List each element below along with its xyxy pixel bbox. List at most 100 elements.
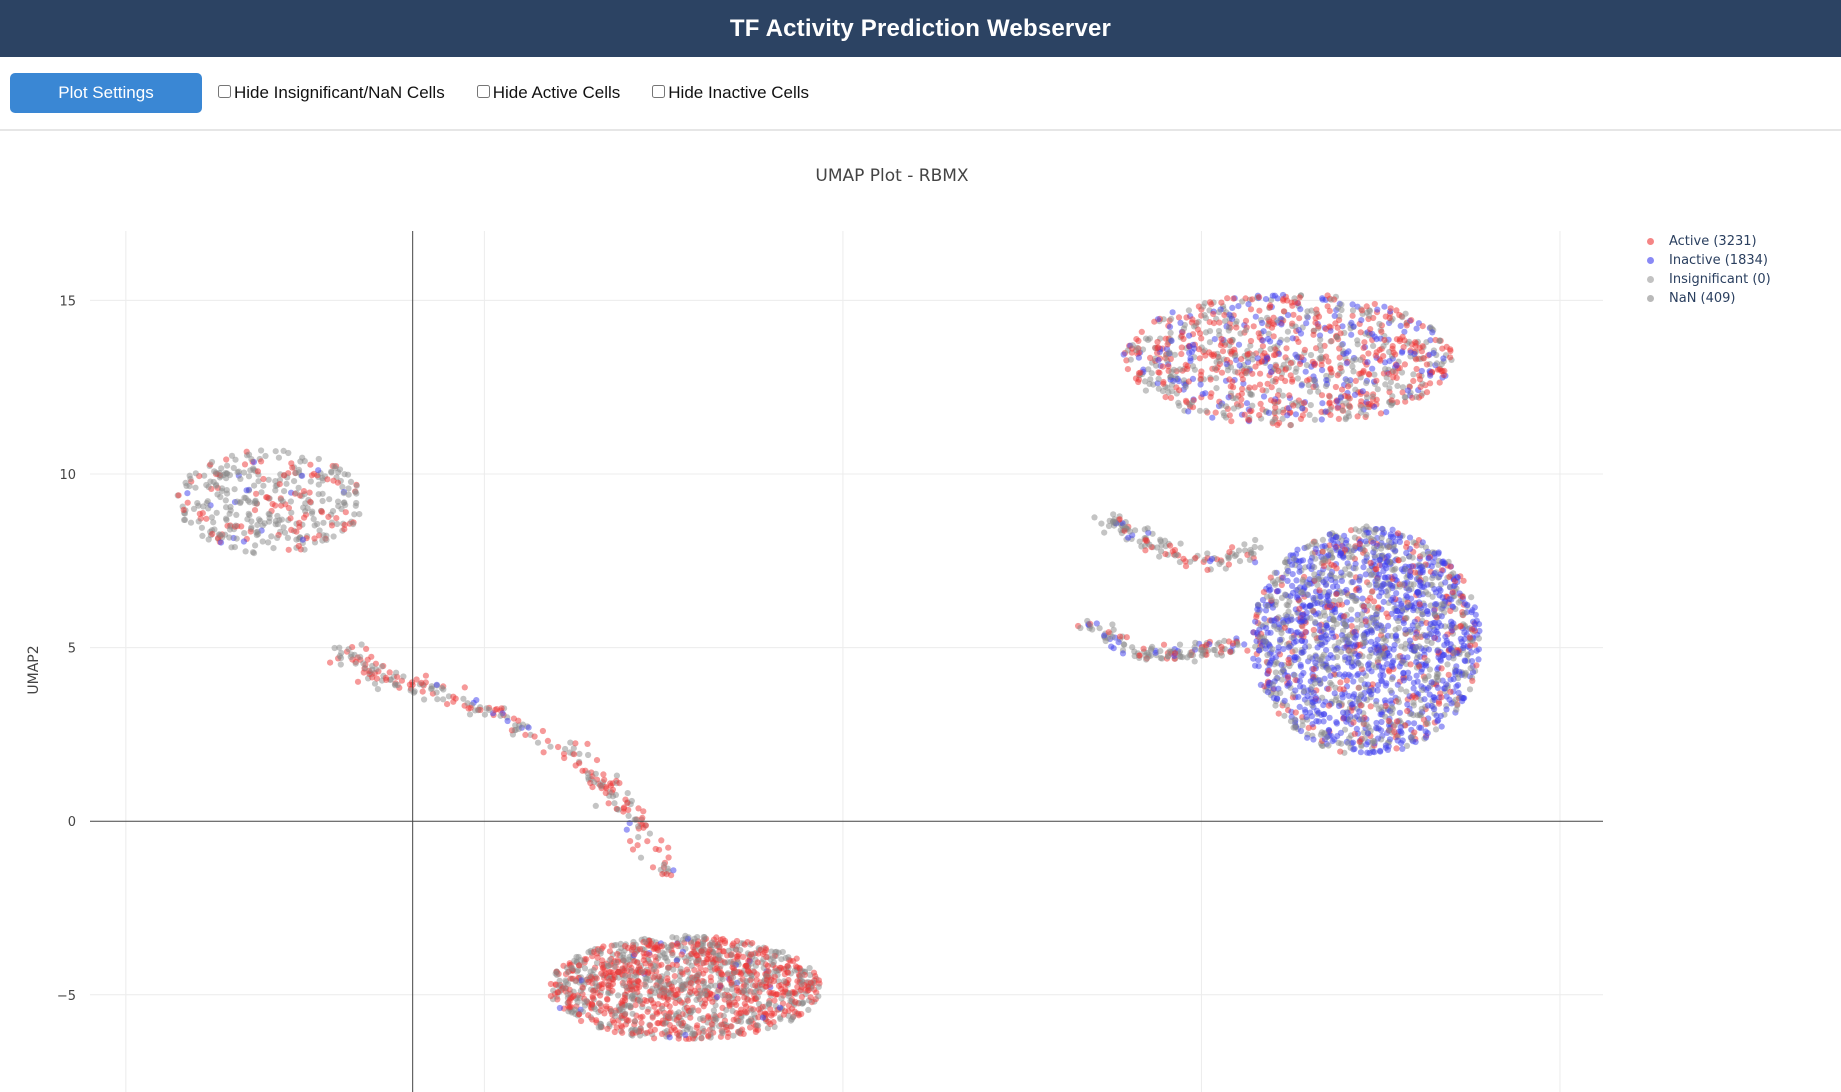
point-inactive [1464,601,1471,609]
point-active [383,676,390,684]
point-active [694,941,701,948]
point-active [1311,361,1318,369]
point-active [638,1019,645,1026]
point-nan [1338,342,1345,349]
point-inactive [1229,304,1236,311]
point-active [729,942,736,949]
plot-settings-button[interactable]: Plot Settings [10,73,202,113]
point-active [1224,295,1231,302]
point-inactive [1328,576,1335,583]
point-active [318,509,326,516]
hide-inactive-checkbox[interactable] [652,85,666,98]
point-nan [353,482,360,489]
point-active [1416,344,1423,351]
point-active [650,974,657,981]
point-nan [1388,402,1395,409]
point-active [730,1016,737,1023]
point-active [1400,344,1407,351]
point-nan [338,505,345,513]
point-active [1310,331,1317,338]
point-active [733,953,741,960]
point-active [1335,415,1342,422]
point-active [1393,336,1400,343]
point-nan [622,1010,629,1017]
point-nan [699,1025,706,1032]
point-active [576,1011,583,1018]
point-nan [320,532,327,539]
point-nan [1357,403,1365,411]
point-nan [585,751,592,759]
point-nan [1467,665,1474,672]
point-active [571,751,578,758]
hide-insignificant-toggle[interactable]: Hide Insignificant/NaN Cells [218,83,445,103]
hide-insignificant-checkbox[interactable] [218,85,231,98]
point-nan [1358,676,1365,684]
point-nan [1175,399,1182,406]
plot-area[interactable]: UMAP Plot - RBMX 15 10 5 0 −5 UMAP2 [0,131,1841,1092]
point-active [450,698,457,705]
point-nan [1450,655,1457,662]
point-active [1244,647,1251,654]
point-inactive [1439,652,1446,659]
point-nan [620,956,627,964]
point-inactive [1476,627,1483,635]
point-nan [702,991,709,998]
point-inactive [1316,622,1323,629]
hide-inactive-toggle[interactable]: Hide Inactive Cells [652,83,809,103]
point-nan [1378,628,1385,635]
point-nan [1320,651,1327,658]
point-inactive [1262,296,1270,303]
point-nan [1252,643,1259,650]
point-active [1246,417,1253,424]
point-nan [1275,614,1282,621]
toolbar: Plot Settings Hide Insignificant/NaN Cel… [0,57,1841,131]
point-nan [1374,577,1381,584]
point-active [593,757,601,764]
point-active [1162,335,1169,342]
point-nan [624,790,631,797]
point-active [1438,665,1445,672]
point-active [1416,663,1423,670]
point-inactive [1438,613,1445,620]
point-nan [1306,388,1314,395]
point-nan [1077,624,1084,632]
point-nan [280,524,287,531]
point-nan [664,970,671,977]
point-active [264,494,271,501]
point-nan [1371,371,1378,378]
point-active [1182,361,1189,368]
point-active [1272,404,1279,411]
point-nan [1281,712,1288,719]
point-active [1268,384,1275,391]
point-nan [673,934,680,942]
point-active [203,515,210,522]
point-inactive [1407,349,1414,356]
point-nan [735,1028,743,1035]
point-nan [584,770,591,777]
app-header: TF Activity Prediction Webserver [0,0,1841,57]
point-inactive [1343,360,1350,367]
points-layer[interactable] [174,291,1483,1042]
hide-active-toggle[interactable]: Hide Active Cells [476,83,620,103]
point-nan [1177,540,1184,547]
point-nan [595,947,603,954]
point-active [763,976,770,983]
point-active [531,733,538,740]
point-inactive [1399,745,1406,753]
point-nan [1275,576,1282,583]
point-active [631,950,638,958]
point-active [342,509,349,516]
point-active [656,943,663,950]
point-nan [625,956,632,963]
point-active [602,789,609,797]
point-nan [1342,416,1349,423]
point-active [1164,341,1171,348]
point-nan [799,1000,806,1007]
point-active [747,1024,754,1031]
point-nan [247,467,254,474]
point-nan [259,538,266,545]
point-inactive [1293,577,1300,584]
hide-active-checkbox[interactable] [476,85,490,98]
point-nan [743,983,750,990]
